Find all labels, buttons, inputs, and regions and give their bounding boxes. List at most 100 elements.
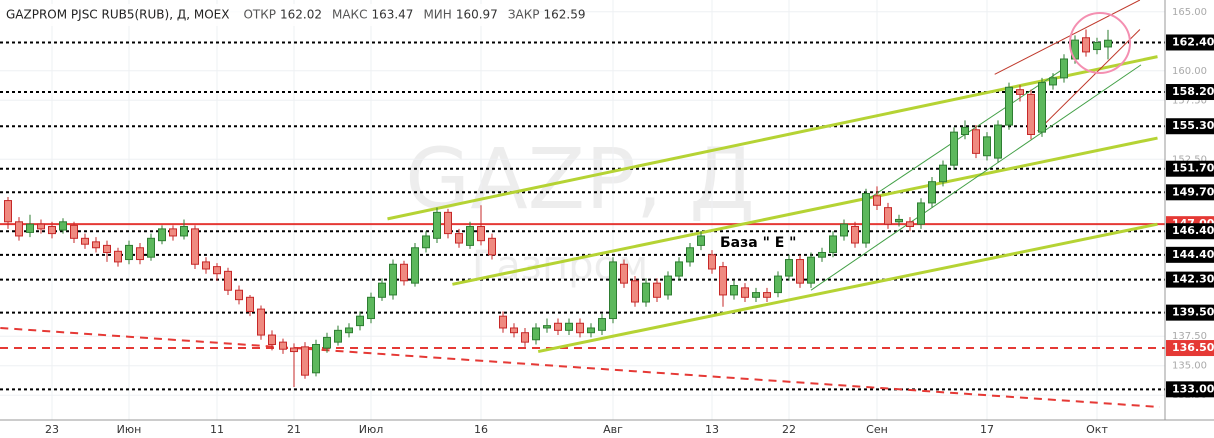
level-label: 139.50 <box>1172 306 1214 319</box>
ohlc-value: 163.47 <box>371 8 413 22</box>
candle-body <box>928 181 936 204</box>
trend-line <box>452 136 1158 286</box>
candle-body <box>1038 82 1046 133</box>
candle-body <box>609 261 617 320</box>
level-label-box <box>1166 34 1214 51</box>
candle-body <box>906 221 914 228</box>
highlight-circle <box>1069 12 1131 74</box>
candle-body <box>466 226 474 246</box>
candle-body <box>1016 89 1024 95</box>
level-label: 162.40 <box>1172 35 1214 48</box>
candle-body <box>983 136 991 157</box>
level-label: 133.00 <box>1172 382 1214 395</box>
candle-body <box>356 315 364 327</box>
y-tick-label: 135.00 <box>1172 361 1207 372</box>
level-label: 151.70 <box>1172 162 1214 175</box>
price-axis: 165.00160.00157.50152.50137.50135.00132.… <box>1166 7 1214 401</box>
level-label-box <box>1166 160 1214 177</box>
candle-body <box>1049 77 1057 86</box>
candle-body <box>565 322 573 331</box>
candle-body <box>367 296 375 320</box>
candle-body <box>840 223 848 237</box>
y-tick-label: 160.00 <box>1172 66 1207 77</box>
candle-body <box>433 211 441 239</box>
candle-body <box>477 226 485 242</box>
candle-body <box>1104 39 1112 48</box>
level-label-box <box>1166 223 1214 240</box>
candle-body <box>191 228 199 265</box>
candle-body <box>323 336 331 349</box>
candle-body <box>796 259 804 284</box>
level-label: 155.30 <box>1172 119 1214 132</box>
y-tick-label: 137.50 <box>1172 331 1207 342</box>
candle-body <box>1027 93 1035 135</box>
x-tick-label: 11 <box>210 423 224 436</box>
candle-body <box>389 263 397 296</box>
candle-body <box>642 282 650 303</box>
candle-body <box>180 226 188 237</box>
x-tick-label: Июн <box>117 423 142 436</box>
candle-body <box>664 275 672 296</box>
candle-body <box>719 266 727 296</box>
ohlc-label: МАКС <box>332 8 367 22</box>
ohlc-label: МИН <box>423 8 451 22</box>
trend-line <box>810 64 1142 291</box>
trend-line <box>387 55 1158 221</box>
trend-line <box>0 326 1160 409</box>
chart-title: GAZPROM PJSC RUB5(RUB), Д, MOEX <box>6 8 229 22</box>
candle-body <box>158 228 166 242</box>
candle-body <box>114 250 122 263</box>
candle-body <box>15 221 23 237</box>
candle-body <box>4 200 12 223</box>
candle-body <box>521 332 529 343</box>
candle-body <box>26 223 34 233</box>
x-tick-label: 17 <box>980 423 994 436</box>
x-tick-label: 23 <box>45 423 59 436</box>
level-label-box <box>1166 304 1214 321</box>
candle-body <box>103 244 111 253</box>
candle-body <box>70 224 78 239</box>
ohlc-label: ЗАКР <box>508 8 540 22</box>
annotation: База " Е " <box>720 235 796 251</box>
candle-body <box>279 341 287 350</box>
level-label: 144.40 <box>1172 248 1214 261</box>
candle-body <box>653 282 661 298</box>
candle-body <box>917 202 925 225</box>
ohlc-value: 162.02 <box>280 8 322 22</box>
candle-body <box>620 263 628 284</box>
header: GAZPROM PJSC RUB5(RUB), Д, MOEX ОТКР 162.0… <box>0 4 585 26</box>
level-label: 142.30 <box>1172 273 1214 286</box>
candle-body <box>631 280 639 303</box>
candle-body <box>81 237 89 245</box>
candle-body <box>763 292 771 298</box>
ohlc-value: 162.59 <box>543 8 585 22</box>
trend-line <box>1037 29 1141 132</box>
candle-body <box>488 237 496 256</box>
candle-body <box>48 226 56 235</box>
candle-body <box>785 259 793 277</box>
candle-body <box>334 329 342 343</box>
ohlc-value: 160.97 <box>456 8 498 22</box>
candle-body <box>697 235 705 246</box>
candle-body <box>378 282 386 298</box>
candle-body <box>246 296 254 312</box>
y-tick-label: 152.50 <box>1172 154 1207 165</box>
candle-body <box>268 334 276 345</box>
candle-body <box>257 308 265 336</box>
candle-body <box>554 322 562 331</box>
y-tick-label: 157.50 <box>1172 95 1207 106</box>
candle-body <box>92 241 100 249</box>
level-label: 158.20 <box>1172 85 1214 98</box>
candle-body <box>169 228 177 237</box>
candle-body <box>972 129 980 154</box>
level-label-box <box>1166 84 1214 101</box>
candle-body <box>1082 37 1090 53</box>
level-label-box <box>1166 118 1214 135</box>
candle-body <box>202 261 210 270</box>
candle-body <box>939 164 947 183</box>
candle-body <box>730 285 738 296</box>
x-tick-label: 21 <box>287 423 301 436</box>
candle-body <box>851 226 859 244</box>
